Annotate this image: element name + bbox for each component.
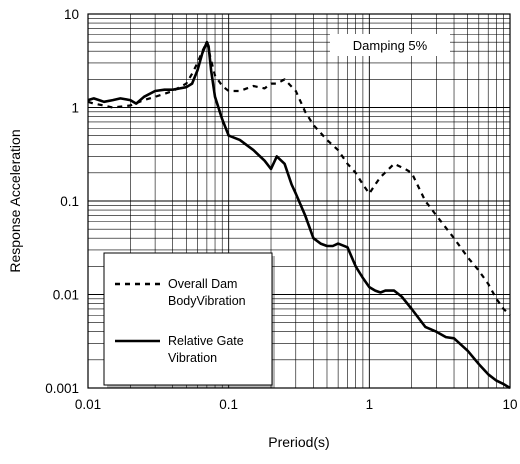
x-axis-label: Preriod(s): [268, 434, 329, 450]
y-tick-label: 0.1: [60, 194, 79, 209]
x-tick-label: 0.1: [219, 397, 238, 412]
series-relative-gate-vibration: [87, 40, 511, 390]
legend-label-solid-line1: Relative Gate: [168, 334, 244, 348]
legend-label-solid-line2: Vibration: [168, 351, 217, 365]
x-tick-label: 10: [502, 397, 517, 412]
grid: [88, 14, 510, 388]
series-overall-dam-body-vibration: [87, 41, 511, 316]
legend: Overall Dam BodyVibration Relative Gate …: [103, 252, 275, 388]
legend-label-dashed-line2: BodyVibration: [168, 294, 246, 308]
y-axis-label: Response Acceleration: [7, 129, 23, 272]
x-tick-label: 1: [366, 397, 374, 412]
y-tick-label: 10: [64, 7, 79, 22]
y-tick-label: 1: [71, 101, 79, 116]
legend-box: [103, 252, 273, 386]
legend-label-dashed-line1: Overall Dam: [168, 277, 237, 291]
series-layer: [87, 40, 511, 390]
y-tick-label: 0.01: [53, 288, 79, 303]
annotation-text: Damping 5%: [353, 38, 428, 53]
annotation-box: Damping 5%: [330, 34, 450, 56]
plot-frame: [87, 13, 511, 389]
annotation-background: [330, 34, 450, 56]
y-tick-label: 0.001: [45, 381, 79, 396]
x-tick-label: 0.01: [75, 397, 101, 412]
